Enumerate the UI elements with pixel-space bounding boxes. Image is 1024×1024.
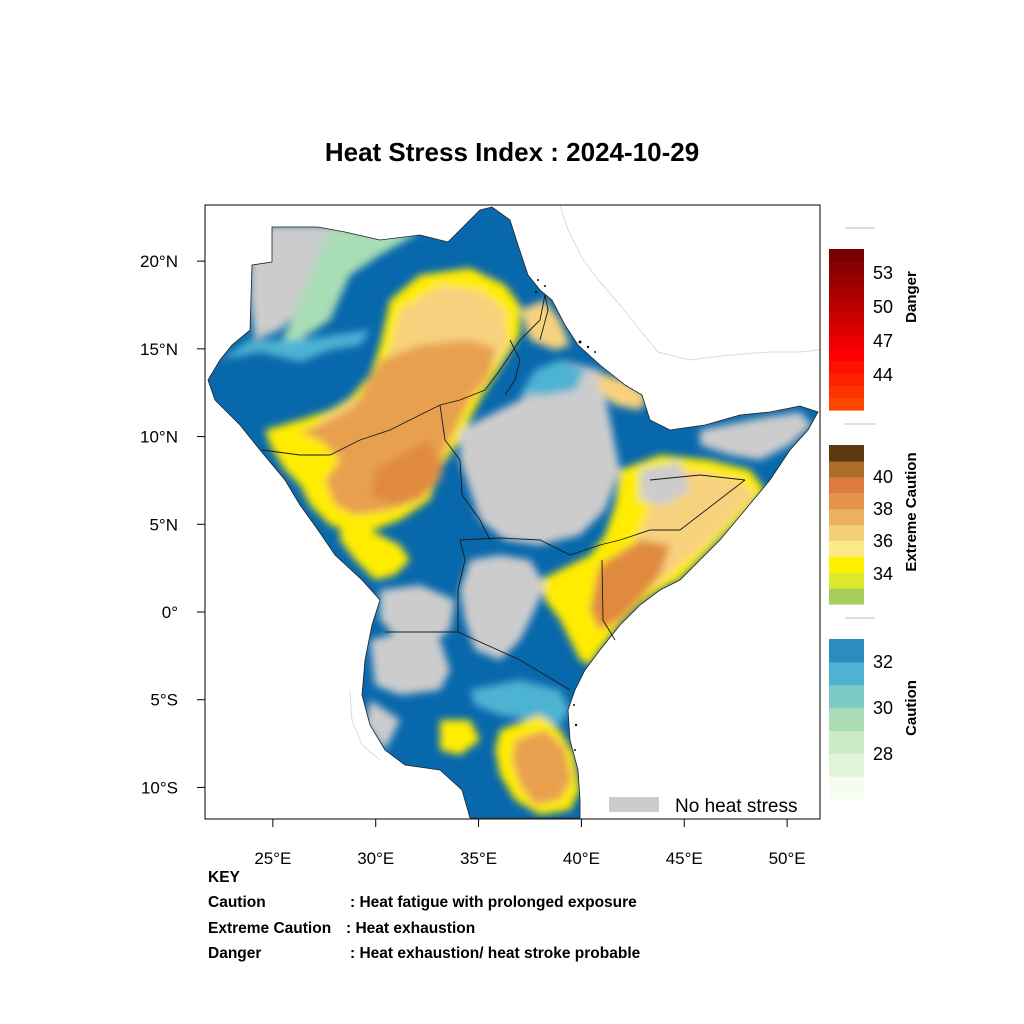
key-row-danger: Danger : Heat exhaustion/ heat stroke pr… (208, 945, 640, 963)
color-bar-tick-label: 30 (873, 698, 893, 718)
color-bar-tick-label: 32 (873, 652, 893, 672)
key-row-caution: Caution : Heat fatigue with prolonged ex… (208, 894, 637, 912)
color-bar-tick-label: 50 (873, 297, 893, 317)
color-bar-segment (829, 540, 864, 557)
color-bar-segment (829, 323, 864, 337)
lon-tick-label: 40°E (563, 849, 600, 868)
key-row-extreme-caution: Extreme Caution : Heat exhaustion (208, 920, 475, 938)
latitude-axis: 20°N 15°N 10°N 5°N 0° 5°S 10°S (140, 252, 205, 797)
lat-tick-label: 5°S (150, 691, 178, 710)
color-bar-segment (829, 524, 864, 541)
red-sea-islands (534, 279, 596, 751)
key-description: : Heat exhaustion/ heat stroke probable (350, 945, 641, 962)
color-bar-tick-label: 40 (873, 467, 893, 487)
color-bar-segment (829, 286, 864, 300)
color-bar-segment (829, 684, 864, 709)
lat-tick-label: 15°N (140, 340, 178, 359)
key-title: KEY (208, 869, 240, 886)
lon-tick-label: 50°E (769, 849, 806, 868)
country-borders (261, 294, 746, 691)
map-title: Heat Stress Index : 2024-10-29 (324, 137, 700, 167)
color-bar-tick-label: 53 (873, 263, 893, 283)
color-bar-tick-label: 36 (873, 531, 893, 551)
color-bar-segment (829, 445, 864, 462)
color-bar-title: Caution (903, 680, 920, 736)
lon-tick-label: 45°E (666, 849, 703, 868)
lat-tick-label: 5°N (149, 515, 178, 534)
lon-tick-label: 35°E (460, 849, 497, 868)
color-bar-segment (829, 261, 864, 275)
color-bar-segment (829, 556, 864, 573)
color-bar-segment (829, 572, 864, 589)
color-bar-tick-label: 28 (873, 744, 893, 764)
color-bar-title: Danger (903, 271, 920, 323)
key-description: : Heat exhaustion (346, 920, 476, 937)
color-bar-segment (829, 298, 864, 312)
color-bar-segment (829, 508, 864, 526)
color-bar-segment (829, 639, 864, 663)
color-bar-segment (829, 372, 864, 386)
color-bar-tick-label: 38 (873, 499, 893, 519)
color-bar-segment (829, 730, 864, 754)
color-bar-tick-label: 47 (873, 331, 893, 351)
color-bar-segment (829, 707, 864, 732)
color-bar-segment (829, 385, 864, 399)
color-bar-segment (829, 460, 864, 478)
color-bar-segment (829, 360, 864, 374)
key-term: Danger (208, 945, 262, 962)
color-bar-legends: 44 47 50 53 Danger 34 36 38 40 Extreme Caution 28 3… (829, 227, 920, 800)
color-bar-tick-label: 34 (873, 564, 893, 584)
no-heat-stress-label: No heat stress (675, 796, 798, 817)
color-bar-segment (829, 397, 864, 411)
lon-tick-label: 25°E (254, 849, 291, 868)
color-bar-segment (829, 588, 864, 605)
color-bar-segment (829, 249, 864, 262)
key-term: Caution (208, 894, 266, 911)
longitude-axis: 25°E 30°E 35°E 40°E 45°E 50°E (254, 819, 806, 868)
lat-tick-label: 10°N (140, 428, 178, 447)
key-description: : Heat fatigue with prolonged exposure (350, 894, 637, 911)
color-bar-segment (829, 348, 864, 362)
lat-tick-label: 10°S (141, 778, 178, 797)
key-term: Extreme Caution (208, 920, 332, 937)
lat-tick-label: 0° (162, 603, 178, 622)
color-bar-segment (829, 661, 864, 686)
color-bar-segment (829, 310, 864, 324)
color-bar-segment (829, 753, 864, 777)
color-bar-segment (829, 335, 864, 349)
plot-frame (204, 204, 821, 820)
color-bar-title: Extreme Caution (903, 452, 920, 571)
color-bar-segment (829, 273, 864, 287)
color-bar-segment (829, 776, 864, 800)
lat-tick-label: 20°N (140, 252, 178, 271)
lon-tick-label: 30°E (357, 849, 394, 868)
color-bar-tick-label: 44 (873, 365, 893, 385)
color-bar-segment (829, 476, 864, 494)
color-bar-segment (829, 492, 864, 510)
no-heat-stress-swatch (609, 797, 659, 812)
